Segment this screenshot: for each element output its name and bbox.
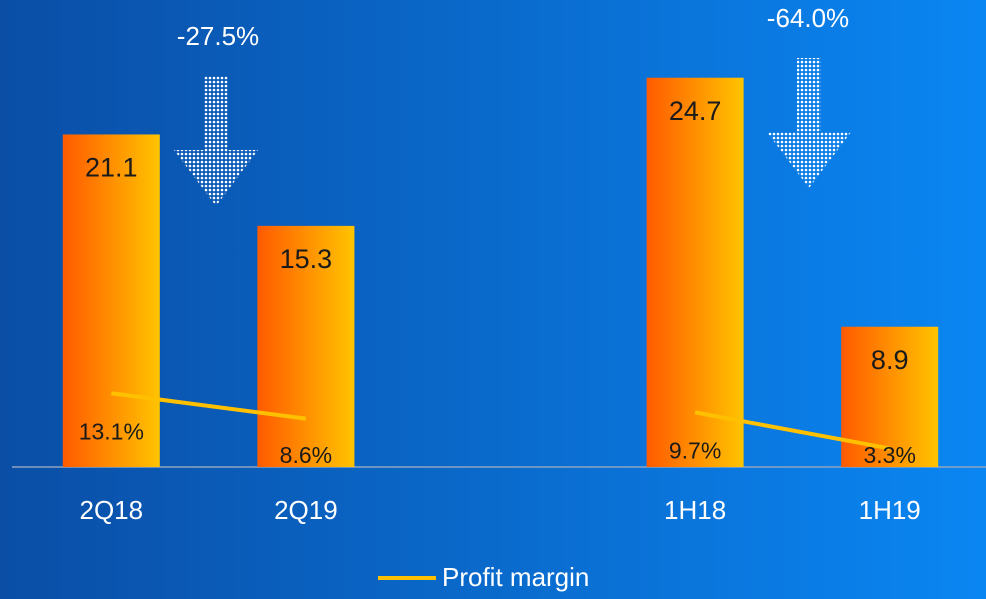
- x-tick-label: 1H18: [664, 495, 726, 525]
- value-label: 9.7%: [669, 437, 721, 463]
- value-label: 15.3: [280, 244, 333, 274]
- bar: [62, 134, 160, 468]
- bar: [646, 77, 744, 467]
- value-label: 24.7: [669, 96, 722, 126]
- value-label: 8.6%: [280, 442, 332, 468]
- value-label: 13.1%: [79, 418, 144, 444]
- bar: [257, 225, 355, 467]
- x-tick-label: 2Q19: [274, 495, 338, 525]
- line: [111, 391, 307, 421]
- value-label: 8.9: [871, 345, 909, 375]
- down-arrow: [174, 76, 258, 206]
- legend-label: Profit margin: [442, 562, 589, 592]
- x-tick-label: 2Q18: [79, 495, 143, 525]
- line: [694, 410, 891, 451]
- value-label: 3.3%: [863, 442, 915, 468]
- annotation: -27.5%: [177, 21, 259, 51]
- annotation: -64.0%: [767, 3, 849, 33]
- down-arrow: [767, 58, 851, 188]
- x-tick-label: 1H19: [859, 495, 921, 525]
- value-label: 21.1: [85, 153, 138, 183]
